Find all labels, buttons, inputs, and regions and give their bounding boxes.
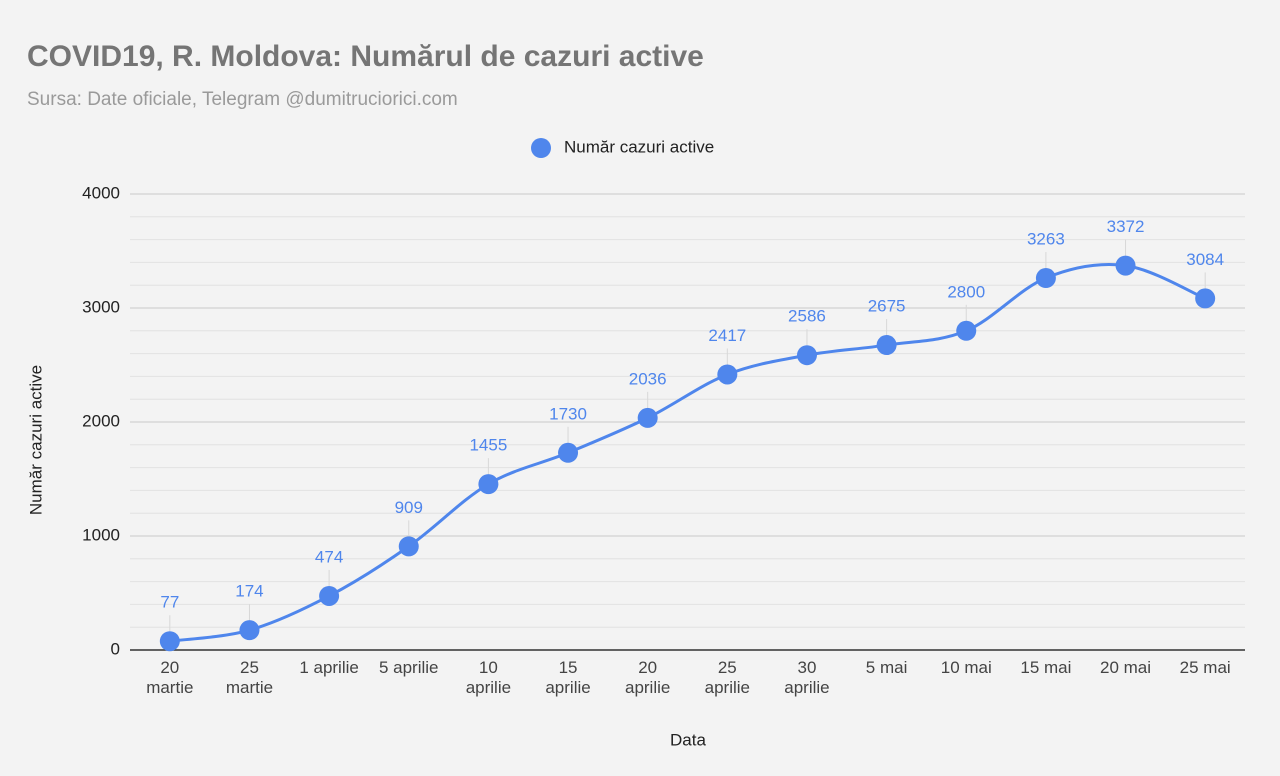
y-tick-label: 3000 (82, 297, 120, 316)
data-label: 474 (315, 547, 343, 566)
data-label: 3263 (1027, 230, 1065, 249)
y-tick-label: 0 (111, 639, 120, 658)
point (637, 407, 658, 428)
data-label: 909 (395, 498, 423, 517)
data-label: 2036 (629, 369, 667, 388)
x-tick-label: 1 aprilie (299, 658, 359, 677)
data-label: 3084 (1186, 250, 1224, 269)
point (1195, 288, 1216, 309)
data-label: 174 (235, 582, 263, 601)
point (876, 335, 897, 356)
point (956, 320, 977, 341)
point (796, 345, 817, 366)
x-tick-label: 25 mai (1179, 658, 1231, 677)
line (169, 263, 1206, 643)
y-tick-label: 4000 (82, 183, 120, 202)
point (159, 631, 180, 652)
x-tick-label: 20 mai (1100, 658, 1152, 677)
data-label: 2675 (868, 297, 906, 316)
point (478, 474, 499, 495)
x-tick-label: 5 aprilie (378, 658, 439, 677)
y-tick-label: 2000 (82, 411, 120, 430)
x-tick-label: 20 aprilie (624, 658, 671, 697)
y-axis-title: Număr cazuri active (26, 365, 45, 515)
x-tick-label: 10 mai (940, 658, 992, 677)
point (1035, 268, 1056, 289)
x-tick-label: 10 aprilie (465, 658, 512, 697)
point (1115, 255, 1136, 276)
chart-subtitle: Sursa: Date oficiale, Telegram @dumitruc… (27, 89, 458, 110)
x-tick-label: 25 martie (225, 658, 274, 697)
x-tick-label: 15 aprilie (545, 658, 591, 697)
x-tick-label: 25 aprilie (704, 658, 750, 697)
data-label: 2800 (947, 282, 985, 301)
data-label: 2586 (788, 307, 826, 326)
x-tick-label: 30 aprilie (784, 658, 830, 697)
data-label: 2417 (708, 326, 746, 345)
point (717, 364, 738, 385)
legend-label: Număr cazuri active (564, 137, 714, 156)
chart-title: COVID19, R. Moldova: Numărul de cazuri a… (27, 40, 704, 73)
data-label: 1730 (549, 404, 587, 423)
data-label: 77 (160, 593, 179, 612)
x-tick-label: 15 mai (1020, 658, 1072, 677)
x-tick-label: 5 mai (865, 658, 908, 677)
legend-marker (531, 138, 551, 158)
point (398, 536, 419, 557)
x-tick-label: 20 martie (146, 658, 194, 697)
point (239, 620, 260, 641)
y-tick-label: 1000 (82, 525, 120, 544)
x-axis-title: Data (670, 730, 706, 749)
data-label: 1455 (469, 436, 507, 455)
point (319, 585, 340, 606)
data-label: 3372 (1107, 217, 1145, 236)
point (558, 442, 579, 463)
